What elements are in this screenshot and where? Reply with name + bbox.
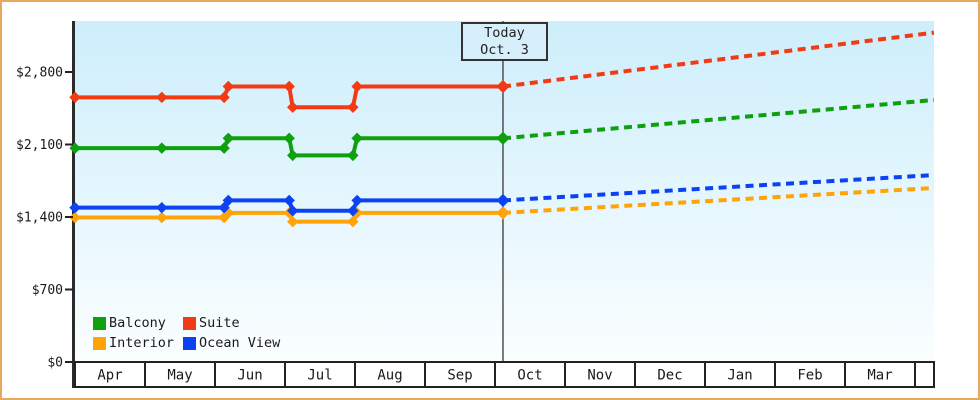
month-cell (354, 361, 426, 388)
data-point (69, 201, 81, 214)
legend-label: Suite (199, 315, 240, 331)
legend-item-ocean-view: Ocean View (183, 335, 280, 351)
month-cell (634, 361, 706, 388)
month-label: May (167, 368, 192, 384)
data-point (156, 211, 168, 224)
legend-label: Ocean View (199, 335, 281, 351)
data-point (287, 101, 299, 113)
data-point (283, 132, 295, 144)
y-axis-label: $1,400 (16, 211, 63, 226)
data-point (156, 142, 168, 154)
series-interior-projection-line (502, 186, 935, 215)
data-point (287, 205, 299, 217)
data-point (496, 193, 510, 208)
data-point (287, 149, 299, 162)
plot-area (74, 21, 934, 362)
legend-label: Balcony (109, 315, 166, 331)
series-suite-projection-line (502, 30, 935, 89)
y-axis-label: $2,100 (16, 138, 63, 153)
month-label: Jan (727, 368, 752, 384)
data-point (287, 215, 299, 228)
data-point (283, 194, 295, 207)
month-label: Aug (377, 368, 402, 384)
month-label: Nov (587, 368, 612, 384)
series-ocean-view (69, 173, 935, 217)
data-point (156, 201, 168, 214)
data-point (283, 80, 295, 93)
data-point (222, 80, 234, 93)
data-point (218, 91, 230, 104)
legend-item-interior: Interior (93, 335, 183, 351)
data-point (218, 142, 230, 154)
y-axis-label: $700 (32, 283, 63, 298)
series-balcony (69, 97, 935, 162)
data-point (347, 215, 359, 228)
month-label: Dec (657, 368, 682, 384)
legend-swatch-suite (183, 316, 196, 330)
month-cell (564, 361, 636, 388)
legend-item-suite: Suite (183, 315, 280, 331)
legend-label: Interior (109, 335, 175, 351)
series-ocean-view-projection-line (502, 173, 935, 203)
legend-swatch-ocean-view (183, 336, 196, 350)
month-label: Oct (517, 368, 542, 384)
data-point (347, 149, 359, 162)
data-point (222, 132, 234, 144)
chart-legend: Balcony Suite Interior Ocean View (93, 315, 280, 351)
month-cell-partial (914, 361, 935, 388)
month-label: Apr (97, 368, 122, 384)
month-cell (284, 361, 356, 388)
data-point (347, 205, 359, 217)
month-cell (424, 361, 496, 388)
legend-swatch-balcony (93, 316, 106, 330)
month-label: Mar (867, 368, 892, 384)
data-point (496, 79, 510, 94)
today-marker-box: Today Oct. 3 (461, 22, 548, 61)
y-axis-label: $0 (47, 356, 63, 371)
data-point (69, 142, 81, 154)
data-point (69, 211, 81, 224)
month-label: Jul (307, 368, 332, 384)
series-balcony-markers (69, 131, 510, 162)
data-point (347, 101, 359, 113)
series-suite (69, 30, 935, 113)
data-point (222, 194, 234, 207)
data-point (351, 194, 363, 207)
series-ocean-view-markers (69, 193, 510, 217)
series-suite-markers (69, 79, 510, 113)
y-axis-label: $2,800 (16, 66, 63, 81)
month-label: Jun (237, 368, 262, 384)
today-date: Oct. 3 (480, 41, 529, 58)
data-point (351, 80, 363, 93)
month-band: Apr May Jun Jul Aug Sep Oct Nov Dec Jan Feb Mar (74, 361, 935, 388)
month-label: Feb (797, 368, 822, 384)
data-point (218, 201, 230, 214)
month-cell (144, 361, 216, 388)
legend-item-balcony: Balcony (93, 315, 183, 331)
data-point (496, 206, 510, 220)
data-point (156, 91, 168, 104)
month-cell (214, 361, 286, 388)
month-label: Sep (447, 368, 472, 384)
data-point (351, 207, 363, 219)
data-point (69, 91, 81, 104)
today-label: Today (484, 24, 525, 41)
data-point (496, 131, 510, 145)
legend-swatch-interior (93, 336, 106, 350)
series-balcony-projection-line (502, 97, 935, 141)
data-point (351, 132, 363, 144)
